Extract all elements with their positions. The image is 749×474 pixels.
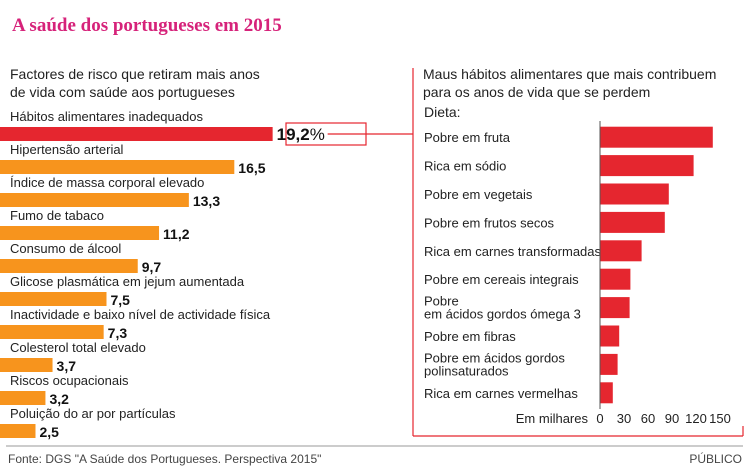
left-bar-label: Fumo de tabaco bbox=[10, 208, 104, 223]
left-bar-value: 2,5 bbox=[40, 424, 60, 440]
right-axis-label: Em milhares bbox=[516, 411, 589, 426]
connector-line bbox=[285, 68, 744, 437]
left-bar-label: Poluição do ar por partículas bbox=[10, 406, 176, 421]
right-bar bbox=[600, 183, 669, 205]
right-bar bbox=[600, 126, 713, 148]
right-axis: 0 30 60 90 120 150 Em milhares bbox=[516, 121, 731, 426]
right-bars: Pobre em fruta Rica em sódio Pobre em vege… bbox=[424, 126, 713, 404]
right-bar bbox=[600, 325, 620, 347]
right-bar-label: Pobre em cereais integrais bbox=[424, 272, 579, 287]
left-bar bbox=[0, 358, 53, 372]
right-bar-label: Rica em sódio bbox=[424, 159, 506, 174]
right-chart-title-line-1: Maus hábitos alimentares que mais contri… bbox=[423, 66, 716, 82]
left-bar-label: Hipertensão arterial bbox=[10, 142, 124, 157]
right-bar-label-line: Pobre em fibras bbox=[424, 329, 516, 344]
left-bar-value: 3,2 bbox=[49, 391, 69, 407]
right-bar-label: Pobre em fruta bbox=[424, 130, 511, 145]
right-bar bbox=[600, 240, 642, 262]
left-bar-label: Inactividade e baixo nível de actividade… bbox=[10, 307, 271, 322]
left-bar bbox=[0, 259, 138, 273]
right-axis-tick-label: 0 bbox=[596, 411, 603, 426]
left-bar-label: Colesterol total elevado bbox=[10, 340, 146, 355]
right-axis-tick-label: 120 bbox=[685, 411, 707, 426]
left-bar-label: Hábitos alimentares inadequados bbox=[10, 109, 203, 124]
right-bar bbox=[600, 268, 631, 290]
right-bar-label-line: Rica em carnes transformadas bbox=[424, 244, 602, 259]
left-bar-value: 11,2 bbox=[163, 226, 190, 242]
left-chart-title-line-1: Factores de risco que retiram mais anos bbox=[10, 66, 260, 82]
page-title: A saúde dos portugueses em 2015 bbox=[12, 15, 282, 36]
right-bar-label-line: Pobre em cereais integrais bbox=[424, 272, 579, 287]
right-bar-label-line: Pobre bbox=[424, 294, 459, 309]
left-bars: Hábitos alimentares inadequados 19,2% Hipe… bbox=[0, 109, 325, 440]
left-bar bbox=[0, 160, 235, 174]
right-chart-title-line-2: para os anos de vida que se perdem bbox=[423, 84, 650, 100]
left-bar-value: 3,7 bbox=[57, 358, 77, 374]
right-chart-subtitle: Dieta: bbox=[424, 104, 461, 120]
right-bar-label-line: polinsaturados bbox=[424, 363, 509, 378]
right-axis-tick-label: 150 bbox=[709, 411, 731, 426]
right-bar bbox=[600, 211, 665, 233]
left-chart-title-line-2: de vida com saúde aos portugueses bbox=[10, 84, 235, 100]
left-bar-value: 7,3 bbox=[108, 325, 128, 341]
left-bar-label: Glicose plasmática em jejum aumentada bbox=[10, 274, 245, 289]
left-bar bbox=[0, 292, 107, 306]
right-bar bbox=[600, 382, 613, 404]
left-bar bbox=[0, 127, 273, 141]
left-bar-value: 13,3 bbox=[193, 193, 220, 209]
right-bar bbox=[600, 155, 694, 177]
right-bar-label-line: Pobre em vegetais bbox=[424, 187, 533, 202]
left-bar-value: 19,2% bbox=[277, 125, 325, 144]
highlight-frame bbox=[285, 122, 367, 146]
right-axis-tick-label: 60 bbox=[641, 411, 655, 426]
left-bar-value: 9,7 bbox=[142, 259, 162, 275]
right-bar-label-line: Pobre em fruta bbox=[424, 130, 511, 145]
right-bar bbox=[600, 353, 618, 375]
left-bar bbox=[0, 325, 104, 339]
left-bar-label: Consumo de álcool bbox=[10, 241, 121, 256]
left-bar bbox=[0, 391, 46, 405]
left-bar-label: Riscos ocupacionais bbox=[10, 373, 129, 388]
left-bar-value: 16,5 bbox=[238, 160, 265, 176]
left-bar bbox=[0, 193, 189, 207]
right-chart: Maus hábitos alimentares que mais contri… bbox=[423, 66, 731, 426]
left-bar bbox=[0, 226, 160, 240]
right-bar-label-line: Rica em carnes vermelhas bbox=[424, 386, 578, 401]
right-bar bbox=[600, 297, 630, 319]
left-bar bbox=[0, 424, 36, 438]
right-bar-label: Pobre em frutos secos bbox=[424, 215, 555, 230]
right-bar-label: Rica em carnes vermelhas bbox=[424, 386, 578, 401]
left-bar-value: 7,5 bbox=[111, 292, 131, 308]
source-note: Fonte: DGS "A Saúde dos Portugueses. Per… bbox=[8, 452, 321, 466]
right-bar-label-line: em ácidos gordos ómega 3 bbox=[424, 307, 581, 322]
right-bar-label: Rica em carnes transformadas bbox=[424, 244, 602, 259]
right-bar-label: Pobre em vegetais bbox=[424, 187, 533, 202]
right-bar-label-line: Pobre em frutos secos bbox=[424, 215, 555, 230]
publisher-brand: PÚBLICO bbox=[689, 451, 742, 466]
right-axis-tick-label: 30 bbox=[617, 411, 631, 426]
left-bar-label: Índice de massa corporal elevado bbox=[10, 175, 204, 190]
right-bar-label-line: Pobre em ácidos gordos bbox=[424, 350, 565, 365]
left-chart: Factores de risco que retiram mais anos … bbox=[0, 66, 325, 440]
left-bar-unit: % bbox=[310, 125, 325, 144]
right-axis-tick-label: 90 bbox=[665, 411, 679, 426]
right-bar-label-line: Rica em sódio bbox=[424, 159, 506, 174]
right-bar-label: Pobre em fibras bbox=[424, 329, 516, 344]
